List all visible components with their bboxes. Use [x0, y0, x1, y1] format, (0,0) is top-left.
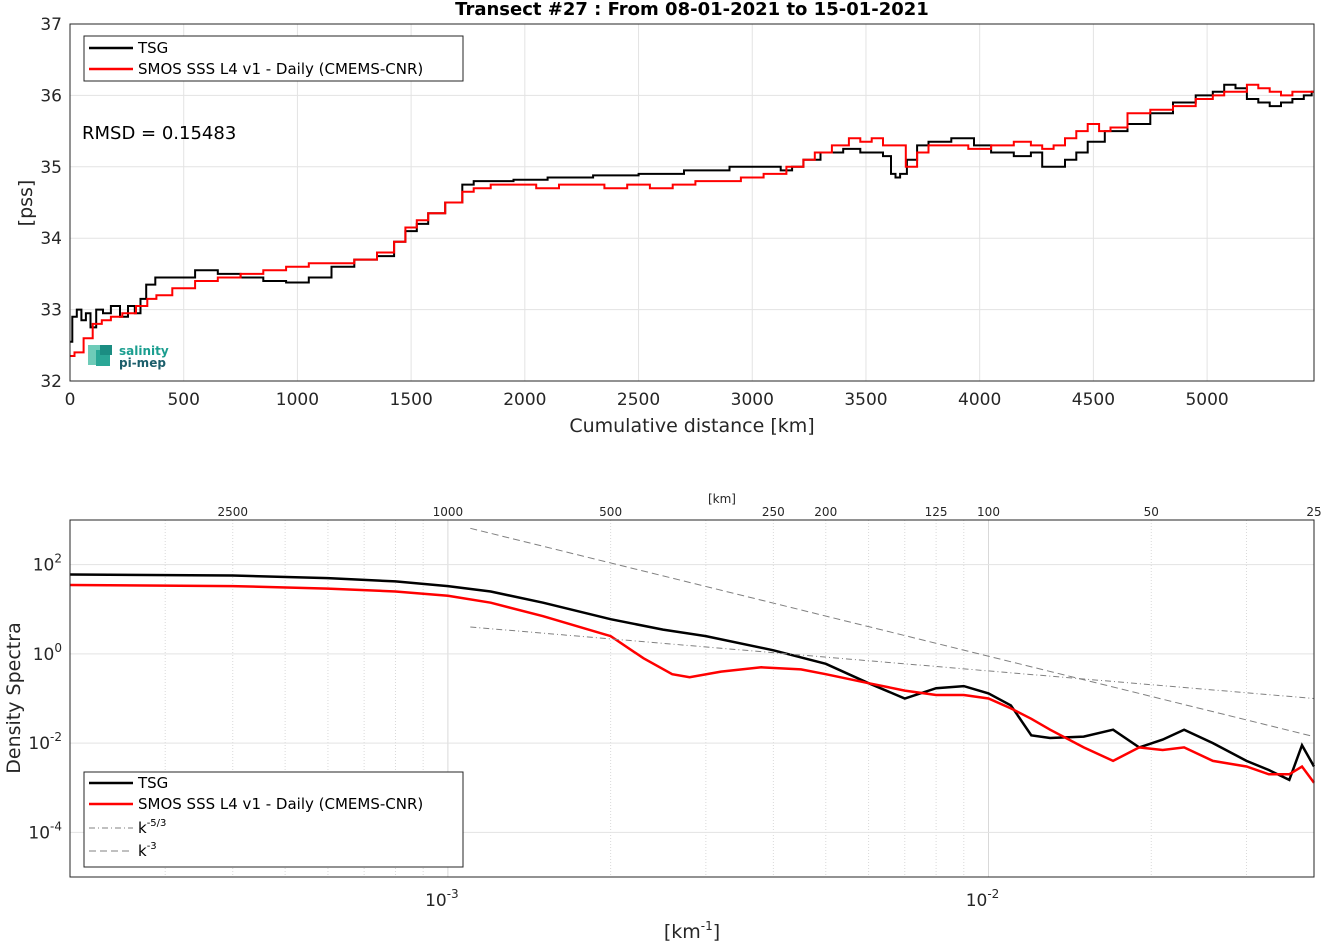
legend-box — [83, 35, 464, 82]
series-line-tsg — [69, 573, 1316, 782]
x-tick-label: 10-3 — [425, 887, 459, 911]
chart-title: Transect #27 : From 08-01-2021 to 15-01-… — [455, 0, 929, 20]
x-tick-label: 2500 — [617, 390, 660, 410]
x-axis-label-text: [km-1] — [664, 919, 720, 942]
y-tick-label: 32 — [40, 372, 62, 392]
y-tick-label: 33 — [40, 301, 62, 321]
grid — [69, 23, 1314, 382]
top-tick-label: 1000 — [433, 505, 464, 519]
y-tick-label: 10-4 — [28, 819, 62, 843]
series-line-smos — [70, 83, 1314, 357]
x-tick-label: 4000 — [958, 390, 1001, 410]
x-axis-label: Cumulative distance [km] — [569, 415, 814, 437]
top-tick-label: 250 — [762, 505, 785, 519]
logo-block-dark — [100, 345, 112, 355]
axis-ticks: 0 500 1000 1500 2000 2500 3000 3500 4000 4500 5000… — [40, 15, 1228, 410]
x-tick-label: 4500 — [1072, 390, 1115, 410]
x-axis-label: [km-1] — [664, 919, 720, 942]
top-axis-ticks: 2500 1000 500 250 200 125 100 50 25 — [217, 505, 1321, 519]
reference-line-k53 — [470, 626, 1315, 699]
reference-line-k3 — [470, 527, 1315, 738]
y-tick-label: 10-2 — [28, 730, 62, 754]
y-tick-label: 34 — [40, 229, 62, 249]
top-tick-label: 200 — [814, 505, 837, 519]
top-tick-label: 25 — [1306, 505, 1321, 519]
plot-area — [70, 24, 1314, 381]
y-tick-label: 37 — [40, 15, 62, 35]
top-tick-label: 2500 — [217, 505, 248, 519]
x-tick-label: 3500 — [844, 390, 887, 410]
top-tick-label: 100 — [977, 505, 1000, 519]
top-tick-label: 500 — [599, 505, 622, 519]
x-tick-label: 1500 — [390, 390, 433, 410]
x-tick-label: 3000 — [731, 390, 774, 410]
legend-label-smos: SMOS SSS L4 v1 - Daily (CMEMS-CNR) — [138, 795, 423, 813]
y-axis-label: [pss] — [15, 180, 37, 227]
y-tick-label: 102 — [33, 552, 62, 576]
y-tick-label: 100 — [33, 641, 62, 665]
x-tick-label: 5000 — [1185, 390, 1228, 410]
series-lines — [69, 527, 1316, 784]
top-axis-label: [km] — [708, 492, 736, 506]
legend-box — [83, 771, 464, 868]
x-tick-label: 10-2 — [966, 887, 1000, 911]
y-axis-label: Density Spectra — [3, 622, 25, 773]
y-tick-label: 35 — [40, 158, 62, 178]
top-tick-label: 125 — [925, 505, 948, 519]
series-line-tsg — [70, 83, 1314, 343]
x-tick-label: 2000 — [503, 390, 546, 410]
logo-word-salinity: salinity — [119, 344, 169, 358]
salinity-chart: Transect #27 : From 08-01-2021 to 15-01-… — [15, 0, 1315, 437]
plot-frame — [69, 23, 1315, 382]
series-lines — [70, 83, 1314, 357]
legend-label-tsg: TSG — [137, 39, 168, 57]
rmsd-annotation: RMSD = 0.15483 — [82, 123, 236, 144]
plot-frame — [69, 519, 1315, 878]
x-tick-label: 0 — [65, 390, 76, 410]
x-tick-label: 1000 — [276, 390, 319, 410]
salinity-pimep-logo: salinity pi-mep — [88, 344, 169, 370]
x-tick-label: 500 — [167, 390, 199, 410]
legend: TSG SMOS SSS L4 v1 - Daily (CMEMS-CNR) k… — [83, 771, 464, 868]
legend: TSG SMOS SSS L4 v1 - Daily (CMEMS-CNR) — [83, 35, 464, 82]
y-tick-label: 36 — [40, 86, 62, 106]
legend-label-tsg: TSG — [137, 774, 168, 792]
logo-word-pimep: pi-mep — [119, 356, 166, 370]
series-line-smos — [69, 583, 1316, 784]
top-tick-label: 50 — [1144, 505, 1159, 519]
legend-label-smos: SMOS SSS L4 v1 - Daily (CMEMS-CNR) — [138, 60, 423, 78]
